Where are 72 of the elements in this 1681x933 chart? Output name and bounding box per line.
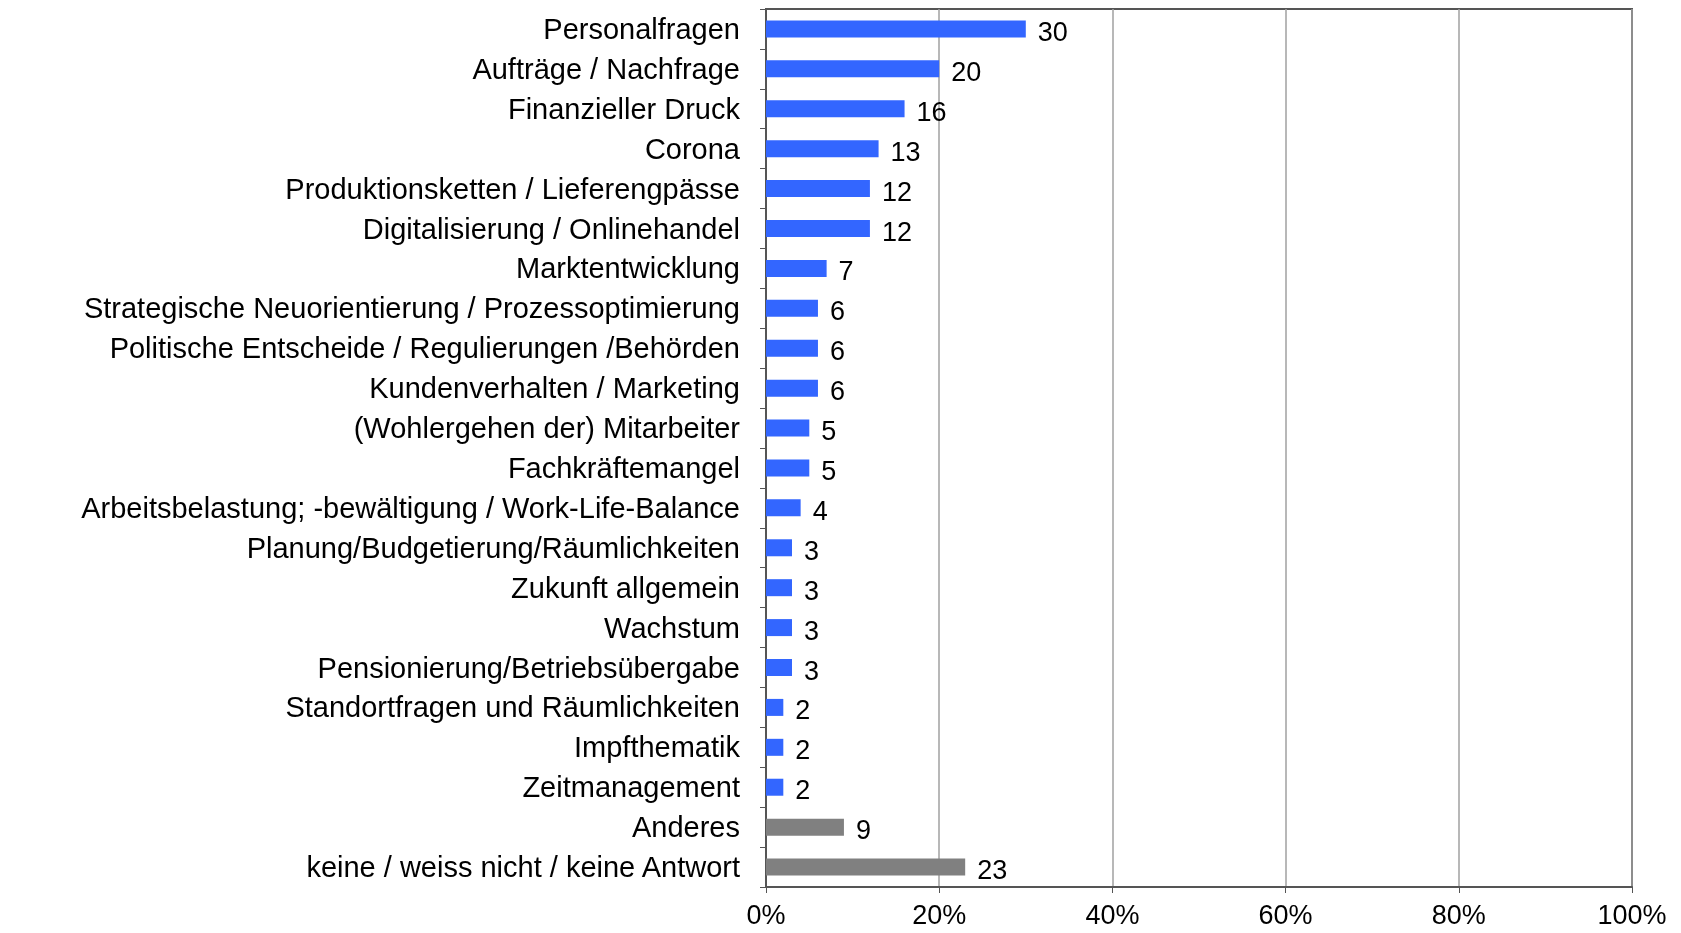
x-tick-label: 60%: [1258, 899, 1313, 930]
bar: [766, 579, 792, 597]
data-label: 4: [812, 495, 828, 526]
bar: [766, 379, 818, 397]
data-label: 16: [916, 96, 947, 127]
data-label: 2: [795, 735, 811, 766]
data-label: 30: [1037, 16, 1068, 47]
data-label: 5: [821, 455, 837, 486]
bar: [766, 499, 801, 517]
bar: [766, 339, 818, 357]
bar: [766, 778, 784, 796]
bar: [766, 539, 792, 557]
bar: [766, 698, 784, 716]
data-label: 12: [881, 216, 912, 247]
y-tick-label: Zukunft allgemein: [511, 571, 740, 604]
bar: [766, 220, 870, 237]
data-label: 2: [795, 695, 811, 726]
y-tick-label: Corona: [644, 132, 741, 165]
y-tick-label: Strategische Neuorientierung / Prozessoptimierung: [83, 292, 740, 325]
bar: [766, 299, 818, 317]
y-tick-label: Standortfragen und Räumlichkeiten: [285, 691, 740, 724]
y-tick-label: Arbeitsbelastung; -bewältigung / Work-Life-Balance: [81, 491, 740, 524]
y-tick-label: Digitalisierung / Onlinehandel: [362, 212, 740, 245]
bar: [766, 259, 827, 277]
y-tick-label: (Wohlergehen der) Mitarbeiter: [353, 412, 741, 445]
data-label: 6: [829, 376, 845, 407]
data-label: 5: [821, 416, 837, 447]
bar: [766, 60, 940, 78]
data-label: 3: [803, 655, 820, 686]
y-tick-label: Impfthematik: [574, 731, 741, 764]
data-label: 6: [829, 296, 845, 327]
bar: [766, 20, 1026, 38]
y-tick-label: Pensionierung/Betriebsübergabe: [317, 651, 740, 684]
y-tick-label: Produktionsketten / Lieferengpässe: [285, 172, 740, 205]
x-tick-label: 80%: [1431, 899, 1486, 930]
data-label: 13: [890, 136, 921, 167]
y-tick-label: Zeitmanagement: [522, 771, 740, 804]
data-label: 6: [829, 336, 845, 367]
data-label: 23: [977, 855, 1008, 886]
y-tick-label: Finanzieller Druck: [507, 92, 741, 125]
y-tick-label: Politische Entscheide / Regulierungen /Behörden: [109, 332, 740, 365]
bar: [766, 619, 792, 637]
x-tick-label: 20%: [912, 899, 967, 930]
bar: [766, 419, 810, 437]
x-tick-label: 40%: [1085, 899, 1140, 930]
data-label: 2: [795, 775, 811, 806]
data-label: 12: [881, 176, 912, 207]
bar: [766, 659, 792, 676]
y-tick-label: Personalfragen: [543, 12, 740, 45]
y-tick-label: Anderes: [631, 811, 740, 844]
y-tick-label: keine / weiss nicht / keine Antwort: [306, 851, 740, 884]
y-tick-label: Aufträge / Nachfrage: [472, 52, 740, 85]
bar: [766, 180, 870, 198]
bar: [766, 738, 784, 756]
bar: [766, 100, 905, 118]
y-tick-label: Fachkräftemangel: [507, 451, 740, 484]
y-tick-label: Wachstum: [604, 611, 740, 644]
data-label: 9: [855, 815, 871, 846]
data-label: 20: [951, 56, 982, 87]
bar: [766, 140, 879, 158]
data-label: 3: [803, 615, 820, 646]
y-tick-label: Kundenverhalten / Marketing: [369, 372, 740, 405]
y-tick-label: Planung/Budgetierung/Räumlichkeiten: [246, 531, 740, 564]
data-label: 3: [803, 535, 820, 566]
x-tick-label: 100%: [1597, 899, 1667, 930]
y-tick-label: Marktentwicklung: [515, 252, 740, 285]
data-label: 3: [803, 575, 820, 606]
bar: [766, 818, 844, 836]
bar: [766, 858, 966, 876]
bar: [766, 459, 810, 477]
x-tick-label: 0%: [746, 899, 786, 930]
data-label: 7: [838, 256, 854, 287]
